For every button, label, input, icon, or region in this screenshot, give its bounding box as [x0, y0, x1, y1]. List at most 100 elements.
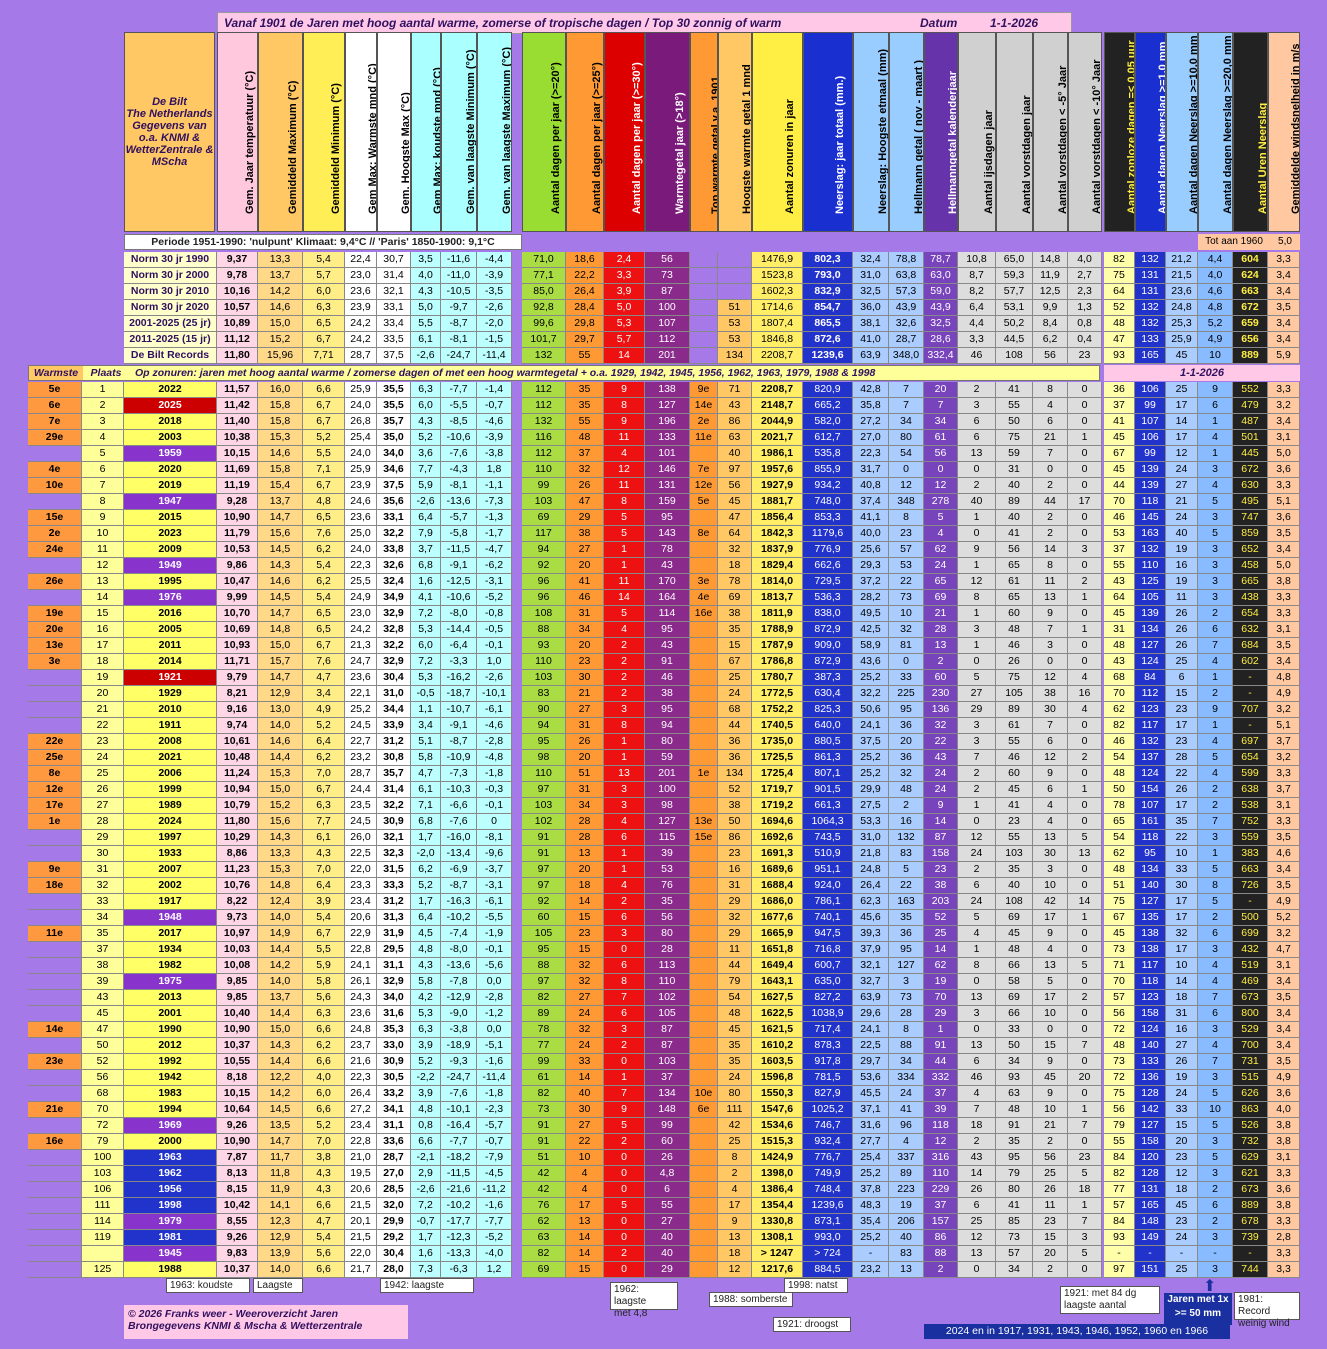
year-data-cell: 31,1: [377, 958, 411, 974]
year-data-cell: -0,1: [477, 942, 512, 958]
year-data-cell: 50: [1104, 782, 1135, 798]
year-data-cell: 6,6: [303, 382, 345, 398]
year-data-cell: 31,7: [853, 462, 889, 478]
norm-cell: [690, 252, 718, 268]
year-data-cell: 717,4: [803, 1022, 853, 1038]
year-data-cell: 5: [1033, 974, 1068, 990]
year-data-cell: 33,3: [377, 878, 411, 894]
year-data-cell: -4,6: [477, 414, 512, 430]
year-data-cell: 18: [566, 878, 604, 894]
norm-cell: 659: [1233, 316, 1268, 332]
year-data-cell: 2021,7: [752, 430, 803, 446]
year-data-cell: 654: [1233, 750, 1268, 766]
year-data-cell: 70: [1104, 686, 1135, 702]
year-data-cell: 0: [889, 462, 924, 478]
year-data-cell: -7,7: [441, 1134, 477, 1150]
year-data-cell: 21,5: [345, 1230, 377, 1246]
year-data-cell: 31,0: [377, 686, 411, 702]
year-data-cell: 70: [1104, 494, 1135, 510]
year-data-cell: 5,4: [303, 558, 345, 574]
column-header-label: Gemiddeld Maximum (°C): [286, 80, 299, 214]
plaats-rank: 45: [82, 1006, 124, 1022]
plaats-rank: 35: [82, 926, 124, 942]
year-data-cell: 8: [604, 718, 645, 734]
year-data-cell: 82: [1104, 718, 1135, 734]
year-data-cell: -2,6: [477, 670, 512, 686]
year-data-cell: 6,3: [411, 382, 441, 398]
year-data-cell: 917,8: [803, 1054, 853, 1070]
year-data-cell: 559: [1233, 830, 1268, 846]
year-data-cell: 3,3: [1268, 478, 1300, 494]
year-cell: 1956: [124, 1182, 217, 1198]
year-data-cell: 872,9: [803, 654, 853, 670]
year-data-cell: -5,6: [477, 958, 512, 974]
year-data-cell: 138: [645, 382, 690, 398]
year-data-cell: 1649,4: [752, 958, 803, 974]
year-data-cell: 10,93: [217, 638, 258, 654]
year-data-cell: 0: [1068, 798, 1102, 814]
year-data-cell: 5: [1198, 1118, 1233, 1134]
norm-row-label: De Bilt Records: [124, 348, 217, 364]
year-data-cell: 1: [1198, 414, 1233, 430]
year-data-cell: 72: [1104, 1022, 1135, 1038]
year-data-cell: 37: [1104, 542, 1135, 558]
year-data-cell: 13: [958, 446, 996, 462]
year-data-cell: 31,1: [377, 1118, 411, 1134]
year-data-cell: 487: [1233, 414, 1268, 430]
year-data-cell: 880,5: [803, 734, 853, 750]
year-data-cell: 6: [958, 878, 996, 894]
year-data-cell: 3,6: [1268, 1182, 1300, 1198]
plaats-rank: 26: [82, 782, 124, 798]
year-data-cell: 1688,4: [752, 878, 803, 894]
year-data-cell: 32: [1166, 926, 1198, 942]
year-data-cell: 116: [522, 430, 566, 446]
year-data-cell: 43: [924, 750, 958, 766]
warmste-rank: [28, 1006, 82, 1022]
year-data-cell: 3: [1198, 1166, 1233, 1182]
year-data-cell: 4: [1198, 734, 1233, 750]
year-data-cell: 15: [566, 942, 604, 958]
year-data-cell: 69: [924, 590, 958, 606]
norm-cell: 10: [1198, 348, 1233, 364]
year-data-cell: 14,4: [258, 942, 303, 958]
norm-cell: 53,1: [996, 300, 1033, 316]
column-header: Gem Max: Warmste mnd (°C): [345, 32, 377, 232]
year-data-cell: 12,9: [258, 1230, 303, 1246]
year-data-cell: 5,8: [303, 974, 345, 990]
year-data-cell: 10,90: [217, 1022, 258, 1038]
plaats-rank: 43: [82, 990, 124, 1006]
year-data-cell: -: [1233, 686, 1268, 702]
year-data-cell: 9,99: [217, 590, 258, 606]
year-data-cell: 1: [1198, 446, 1233, 462]
year-data-cell: 91: [924, 1038, 958, 1054]
year-data-cell: 22: [889, 574, 924, 590]
year-data-cell: 3,2: [1268, 398, 1300, 414]
warmste-rank: 6e: [28, 398, 82, 414]
year-data-cell: 8,55: [217, 1214, 258, 1230]
year-data-cell: -8,0: [441, 606, 477, 622]
year-data-cell: 93: [522, 638, 566, 654]
year-data-cell: 80: [996, 1182, 1033, 1198]
year-data-cell: 69: [996, 990, 1033, 1006]
plaats-rank: 30: [82, 846, 124, 862]
year-data-cell: 1: [958, 942, 996, 958]
year-data-cell: 67: [718, 654, 752, 670]
year-data-cell: 7: [1033, 446, 1068, 462]
year-data-cell: 36: [718, 734, 752, 750]
norm-cell: 2,7: [1068, 268, 1102, 284]
year-data-cell: 32,4: [377, 574, 411, 590]
year-data-cell: 6: [958, 430, 996, 446]
year-data-cell: 4,8: [303, 494, 345, 510]
year-data-cell: 25,4: [345, 430, 377, 446]
year-data-cell: 37: [924, 1198, 958, 1214]
year-data-cell: -5,7: [441, 510, 477, 526]
year-data-cell: 1,7: [411, 894, 441, 910]
year-data-cell: 5,5: [303, 942, 345, 958]
year-data-cell: 62,3: [853, 894, 889, 910]
year-data-cell: 134: [1135, 622, 1166, 638]
year-data-cell: 30,8: [377, 750, 411, 766]
year-data-cell: 22: [566, 1134, 604, 1150]
year-data-cell: 72: [1104, 1070, 1135, 1086]
plaats-rank: 14: [82, 590, 124, 606]
year-data-cell: 11,24: [217, 766, 258, 782]
